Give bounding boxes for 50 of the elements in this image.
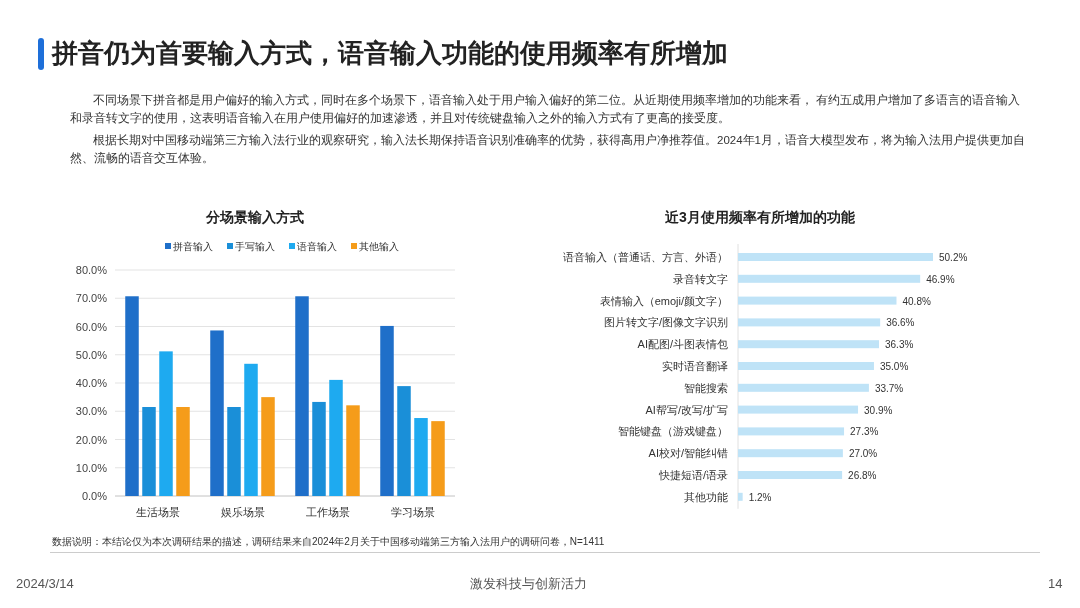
y-tick-label: 30.0% [75, 405, 108, 418]
x-tick-label: 工作场景 [305, 506, 350, 518]
y-tick-label: 0.0% [81, 490, 108, 502]
legend-label: 拼音输入 [173, 241, 213, 252]
x-tick-label: 学习场景 [390, 506, 435, 518]
legend-label: 语音输入 [297, 241, 337, 252]
y-tick-label: 录音转文字 [673, 272, 728, 285]
data-label: 50.2% [939, 252, 968, 263]
y-tick-label: 快捷短语/语录 [657, 469, 728, 481]
y-tick-label: 80.0% [75, 264, 108, 276]
y-tick-label: 10.0% [75, 461, 108, 474]
data-label: 35.0% [879, 361, 909, 372]
y-tick-label: 70.0% [75, 292, 108, 305]
chart-title: 分场景输入方式 [205, 209, 304, 225]
chart-title: 近3月使用频率有所增加的功能 [664, 209, 856, 225]
y-tick-label: 其他功能 [684, 490, 728, 503]
y-tick-label: 表情输入（emoji/颜文字） [599, 294, 728, 307]
title: 拼音仍为首要输入方式，语音输入功能的使用频率有所增加 [52, 37, 728, 70]
data-label: 27.3% [850, 426, 879, 438]
y-tick-label: AI帮写/改写/扩写 [645, 403, 728, 416]
y-tick-label: 智能键盘（游戏键盘） [618, 425, 728, 438]
y-tick-label: AI校对/智能纠错 [648, 447, 728, 460]
data-label: 46.9% [926, 273, 955, 285]
y-tick-label: 20.0% [75, 433, 108, 446]
y-tick-label: 智能搜索 [684, 381, 728, 394]
y-tick-label: 图片转文字/图像文字识别 [603, 316, 728, 329]
data-label: 26.8% [848, 470, 877, 481]
data-label: 33.7% [874, 382, 904, 394]
text: 数据说明：本结论仅为本次调研结果的描述，调研结果来自2024年2月关于中国移动端第三方输入法用户的调研问卷，N=1411 [52, 536, 605, 547]
annotation: 激发科技与创新活力 [470, 575, 587, 593]
legend-label: 其他输入 [359, 241, 399, 252]
annotation: 不同场景下拼音都是用户偏好的输入方式，同时在多个场景下，语音输入处于用户输入偏好的第二位。从近期使用频率增加的功能来看， 有约五成用户增加了多语言的语音输入和录音转文字的使用，这表明语音输入在用户使用偏好的加速渗透，并且对传统键盘输入之外的输入方式有了更高的接受度。 [70, 93, 1022, 126]
data-label: 36.3% [885, 339, 914, 351]
y-tick-label: 40.0% [75, 377, 108, 389]
data-label: 1.2% [748, 491, 772, 503]
x-tick-label: 生活场景 [135, 506, 180, 518]
data-label: 30.9% [864, 404, 893, 416]
data-label: 36.6% [886, 317, 915, 329]
legend-label: 手写输入 [235, 241, 275, 252]
y-tick-label: 60.0% [75, 320, 108, 333]
y-tick-label: 实时语音翻译 [662, 360, 728, 372]
y-tick-label: 50.0% [75, 348, 108, 361]
x-tick-label: 娱乐场景 [220, 506, 265, 518]
y-tick-label: AI配图/斗图表情包 [637, 338, 728, 351]
data-label: 40.8% [902, 295, 931, 307]
annotation: 2024/3/14 [16, 575, 74, 593]
y-tick-label: 语音输入（普通话、方言、外语） [563, 251, 728, 263]
data-label: 27.0% [848, 448, 878, 460]
annotation: 根据长期对中国移动端第三方输入法行业的观察研究，输入法长期保持语音识别准确率的优势，获得高用户净推荐值。2024年1月，语音大模型发布，将为输入法用户提供更加自然、流畅的语音交互体验。 [70, 133, 1026, 166]
annotation: 14 [1048, 575, 1063, 593]
